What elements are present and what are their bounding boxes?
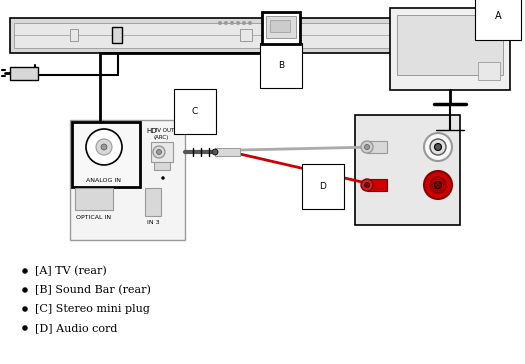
Text: D: D	[320, 182, 327, 191]
Circle shape	[212, 149, 218, 155]
Bar	[70, 29, 78, 41]
Bar	[270, 20, 290, 32]
Bar	[154, 144, 170, 170]
Bar	[367, 141, 387, 153]
Text: [C] Stereo mini plug: [C] Stereo mini plug	[35, 304, 150, 314]
Text: [A] TV (rear): [A] TV (rear)	[35, 266, 107, 276]
Circle shape	[242, 21, 246, 25]
Bar	[266, 16, 296, 38]
Bar	[355, 115, 460, 225]
Circle shape	[364, 145, 370, 150]
Circle shape	[162, 177, 164, 179]
Text: C: C	[192, 107, 198, 116]
Text: OPTICAL IN: OPTICAL IN	[77, 215, 111, 220]
Bar	[240, 29, 252, 41]
Text: IN 3: IN 3	[146, 220, 159, 225]
Text: TV OUT: TV OUT	[154, 128, 174, 133]
Circle shape	[424, 171, 452, 199]
Circle shape	[153, 146, 165, 158]
Circle shape	[430, 139, 446, 155]
Bar	[72, 122, 140, 187]
Bar	[151, 142, 173, 162]
Bar	[390, 8, 510, 90]
Text: B: B	[278, 61, 284, 70]
Circle shape	[230, 21, 234, 25]
Bar	[390, 29, 402, 41]
Bar	[70, 120, 185, 240]
Circle shape	[156, 150, 162, 154]
Bar	[145, 188, 161, 216]
Bar	[478, 62, 500, 80]
Circle shape	[361, 141, 373, 153]
Circle shape	[101, 144, 107, 150]
Circle shape	[430, 177, 446, 193]
Bar	[215, 148, 240, 156]
Bar	[367, 179, 387, 191]
Circle shape	[218, 21, 222, 25]
Bar	[10, 18, 465, 53]
Bar	[14, 23, 461, 48]
Text: [B] Sound Bar (rear): [B] Sound Bar (rear)	[35, 285, 151, 295]
Circle shape	[424, 133, 452, 161]
Bar	[262, 12, 300, 44]
Text: (ARC): (ARC)	[154, 135, 169, 140]
Text: ANALOG IN: ANALOG IN	[87, 178, 121, 183]
Circle shape	[236, 21, 240, 25]
Text: HD: HD	[146, 128, 156, 134]
Bar	[112, 27, 122, 43]
Circle shape	[23, 325, 27, 331]
Circle shape	[248, 21, 252, 25]
Circle shape	[96, 139, 112, 155]
Circle shape	[224, 21, 228, 25]
Circle shape	[23, 269, 27, 273]
Text: [D] Audio cord: [D] Audio cord	[35, 323, 118, 333]
Circle shape	[23, 306, 27, 312]
Circle shape	[435, 182, 442, 189]
Circle shape	[86, 129, 122, 165]
Circle shape	[23, 288, 27, 293]
Bar	[10, 67, 38, 80]
Bar	[75, 188, 113, 210]
Bar	[397, 15, 503, 75]
Circle shape	[364, 182, 370, 187]
Circle shape	[435, 143, 442, 150]
Circle shape	[361, 179, 373, 191]
Text: A: A	[495, 11, 501, 21]
